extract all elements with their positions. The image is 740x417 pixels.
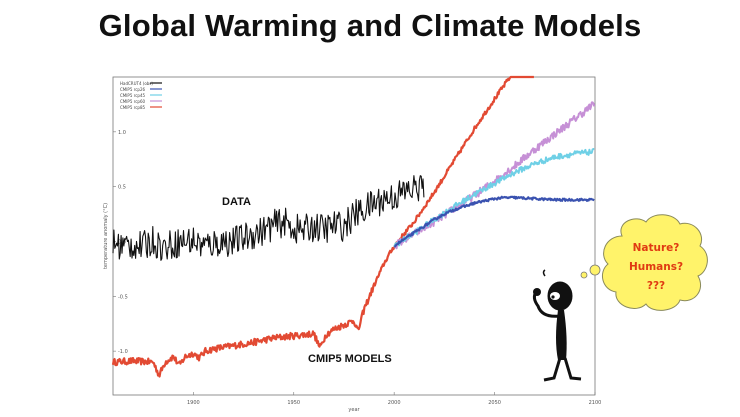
figure-arm — [532, 291, 561, 318]
series-line-hadcrut4-obs- — [112, 175, 425, 261]
bubble-line-question: ??? — [647, 280, 665, 292]
figure-leg-left — [543, 357, 562, 382]
series-line-cmip5-rcp26 — [393, 195, 595, 248]
x-tick-label: 1950 — [287, 400, 300, 406]
models-annotation: CMIP5 MODELS — [308, 353, 392, 365]
series-line-cmip5-rcp85 — [111, 75, 535, 378]
x-tick-label: 2100 — [589, 400, 602, 406]
legend: HadCRUT4 (obs) CMIP5 rcp26 CMIP5 rcp45 C… — [120, 81, 162, 110]
x-tick-label: 2050 — [488, 400, 501, 406]
bubble-line-humans: Humans? — [629, 261, 683, 273]
y-tick-label: -1.0 — [118, 349, 128, 355]
bubble-dot-small — [580, 271, 588, 279]
thought-bubble: Nature? Humans? ??? — [580, 214, 708, 311]
data-annotation: DATA — [222, 196, 251, 208]
figure-eye — [550, 292, 560, 300]
legend-label-4: CMIP5 rcp85 — [120, 105, 145, 110]
y-axis-label: temperature anomaly (°C) — [103, 203, 109, 269]
legend-label-2: CMIP5 rcp45 — [120, 93, 145, 98]
slide-title: Global Warming and Climate Models — [98, 8, 642, 43]
bubble-line-nature: Nature? — [633, 242, 680, 254]
x-tick-label: 2000 — [388, 400, 401, 406]
plot-frame — [112, 76, 596, 396]
legend-label-3: CMIP5 rcp60 — [120, 99, 145, 104]
figure-body — [556, 310, 567, 360]
figure-pupil — [551, 295, 555, 299]
legend-label-1: CMIP5 rcp26 — [120, 87, 145, 92]
bubble-cloud — [601, 214, 708, 311]
figure-hand — [533, 288, 541, 296]
x-tick-label: 1900 — [187, 400, 200, 406]
figure-hair — [542, 269, 546, 277]
thinking-figure — [532, 269, 582, 382]
bubble-dot-large — [589, 264, 601, 276]
figure-leg-right — [563, 357, 582, 381]
y-tick-label: -0.5 — [118, 294, 128, 300]
x-axis-label: year — [348, 407, 360, 413]
legend-label-0: HadCRUT4 (obs) — [120, 81, 153, 86]
y-tick-label: 0.5 — [118, 185, 126, 191]
y-tick-label: 1.0 — [118, 130, 126, 136]
